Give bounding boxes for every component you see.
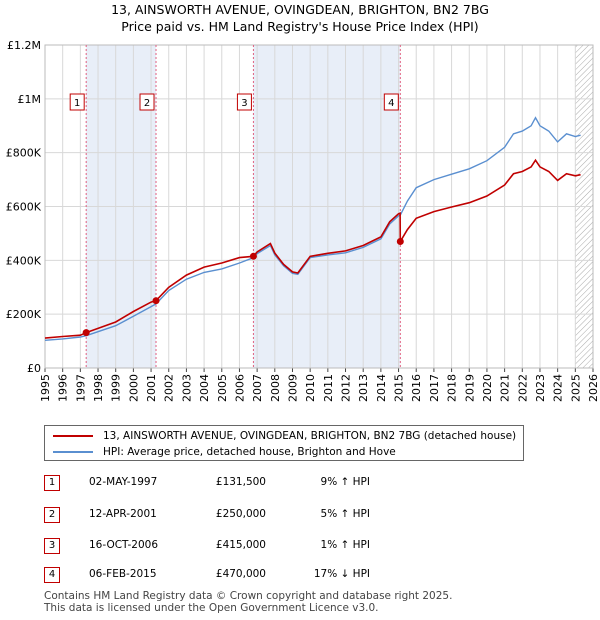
transaction-row: 1 02-MAY-1997 £131,500 9% ↑ HPI <box>44 475 524 493</box>
x-tick-label: 2008 <box>269 374 282 402</box>
x-tick-label: 2020 <box>481 374 494 402</box>
legend: 13, AINSWORTH AVENUE, OVINGDEAN, BRIGHTO… <box>44 425 524 461</box>
x-tick-label: 2011 <box>322 374 335 402</box>
x-tick-label: 2026 <box>587 374 600 402</box>
footer-line: This data is licensed under the Open Gov… <box>44 602 379 614</box>
transaction-hpi-delta: 9% ↑ HPI <box>320 476 370 488</box>
sale-point <box>152 297 160 305</box>
transaction-number: 4 <box>44 567 60 583</box>
x-tick-label: 2009 <box>286 374 299 402</box>
x-tick-label: 2002 <box>163 374 176 402</box>
x-tick-label: 2024 <box>552 374 565 402</box>
x-tick-label: 1998 <box>92 374 105 402</box>
transaction-number: 3 <box>44 538 60 554</box>
transaction-number: 2 <box>44 507 60 523</box>
x-tick-label: 1999 <box>110 374 123 402</box>
x-tick-label: 2012 <box>340 374 353 402</box>
legend-swatch-hpi <box>53 451 93 453</box>
sale-label: 4 <box>388 98 394 109</box>
hpi-line <box>44 116 581 341</box>
transaction-date: 06-FEB-2015 <box>89 568 157 580</box>
x-tick-label: 2014 <box>375 374 388 402</box>
transaction-row: 2 12-APR-2001 £250,000 5% ↑ HPI <box>44 507 524 525</box>
price-chart: £0 £200K £400K £600K £800K £1M £1.2M 1995 1996 19… <box>6 39 600 402</box>
transaction-date: 02-MAY-1997 <box>89 476 158 488</box>
x-tick-label: 2016 <box>410 374 423 402</box>
x-tick-label: 2022 <box>516 374 529 402</box>
sale-label: 2 <box>144 98 150 109</box>
transaction-price: £415,000 <box>215 539 266 551</box>
transaction-price: £131,500 <box>215 476 266 488</box>
legend-swatch-property <box>53 435 93 437</box>
x-tick-label: 2025 <box>569 374 582 402</box>
transaction-hpi-delta: 17% ↓ HPI <box>313 568 370 580</box>
legend-item-property: 13, AINSWORTH AVENUE, OVINGDEAN, BRIGHTO… <box>53 428 516 444</box>
sale-label-box <box>236 93 252 111</box>
sale-point <box>82 329 90 337</box>
x-tick-label: 1997 <box>74 374 87 402</box>
x-tick-label: 2006 <box>233 374 246 402</box>
transaction-number: 1 <box>44 475 60 491</box>
transaction-price: £250,000 <box>215 508 266 520</box>
x-tick-label: 2015 <box>393 374 406 402</box>
y-tick-label: £1M <box>18 93 42 106</box>
x-tick-label: 2010 <box>304 374 317 402</box>
footer-notice: Contains HM Land Registry data © Crown c… <box>44 590 452 614</box>
transaction-hpi-delta: 5% ↑ HPI <box>320 508 370 520</box>
x-tick-label: 2013 <box>357 374 370 402</box>
x-tick-label: 2003 <box>180 374 193 402</box>
footer-line: Contains HM Land Registry data © Crown c… <box>44 590 453 602</box>
transaction-date: 12-APR-2001 <box>89 508 157 520</box>
plot-frame <box>44 44 594 369</box>
x-tick-label: 2004 <box>198 374 211 402</box>
transaction-date: 16-OCT-2006 <box>89 539 158 551</box>
x-tick-label: 2019 <box>463 374 476 402</box>
chart-subtitle: Price paid vs. HM Land Registry's House … <box>121 19 479 34</box>
x-tick-label: 2005 <box>216 374 229 402</box>
sale-label: 1 <box>74 98 80 109</box>
sale-label-box <box>69 93 85 111</box>
x-tick-label: 2018 <box>446 374 459 402</box>
x-tick-label: 2021 <box>499 374 512 402</box>
transaction-row: 4 06-FEB-2015 £470,000 17% ↓ HPI <box>44 567 524 585</box>
x-tick-label: 2023 <box>534 374 547 402</box>
x-tick-label: 2007 <box>251 374 264 402</box>
legend-item-hpi: HPI: Average price, detached house, Brig… <box>53 444 396 460</box>
sale-label: 3 <box>241 98 247 109</box>
y-tick-label: £800K <box>6 147 42 160</box>
chart-title: 13, AINSWORTH AVENUE, OVINGDEAN, BRIGHTO… <box>111 2 489 17</box>
x-tick-label: 1996 <box>57 374 70 402</box>
sale-label-box <box>383 93 399 111</box>
y-tick-label: £600K <box>6 201 42 214</box>
x-tick-label: 1995 <box>39 374 52 402</box>
y-tick-label: £400K <box>6 254 42 267</box>
sale-point <box>249 252 257 260</box>
transaction-price: £470,000 <box>215 568 266 580</box>
transaction-row: 3 16-OCT-2006 £415,000 1% ↑ HPI <box>44 538 524 556</box>
x-tick-label: 2017 <box>428 374 441 402</box>
legend-label-hpi: HPI: Average price, detached house, Brig… <box>103 446 396 458</box>
y-tick-label: £200K <box>6 308 42 321</box>
sale-label-box <box>139 93 155 111</box>
legend-label-property: 13, AINSWORTH AVENUE, OVINGDEAN, BRIGHTO… <box>103 430 517 442</box>
transaction-hpi-delta: 1% ↑ HPI <box>320 539 370 551</box>
y-tick-label: £0 <box>27 362 41 375</box>
x-tick-label: 2001 <box>145 374 158 402</box>
x-tick-label: 2000 <box>127 374 140 402</box>
y-tick-label: £1.2M <box>7 39 41 52</box>
sale-point <box>396 237 404 245</box>
